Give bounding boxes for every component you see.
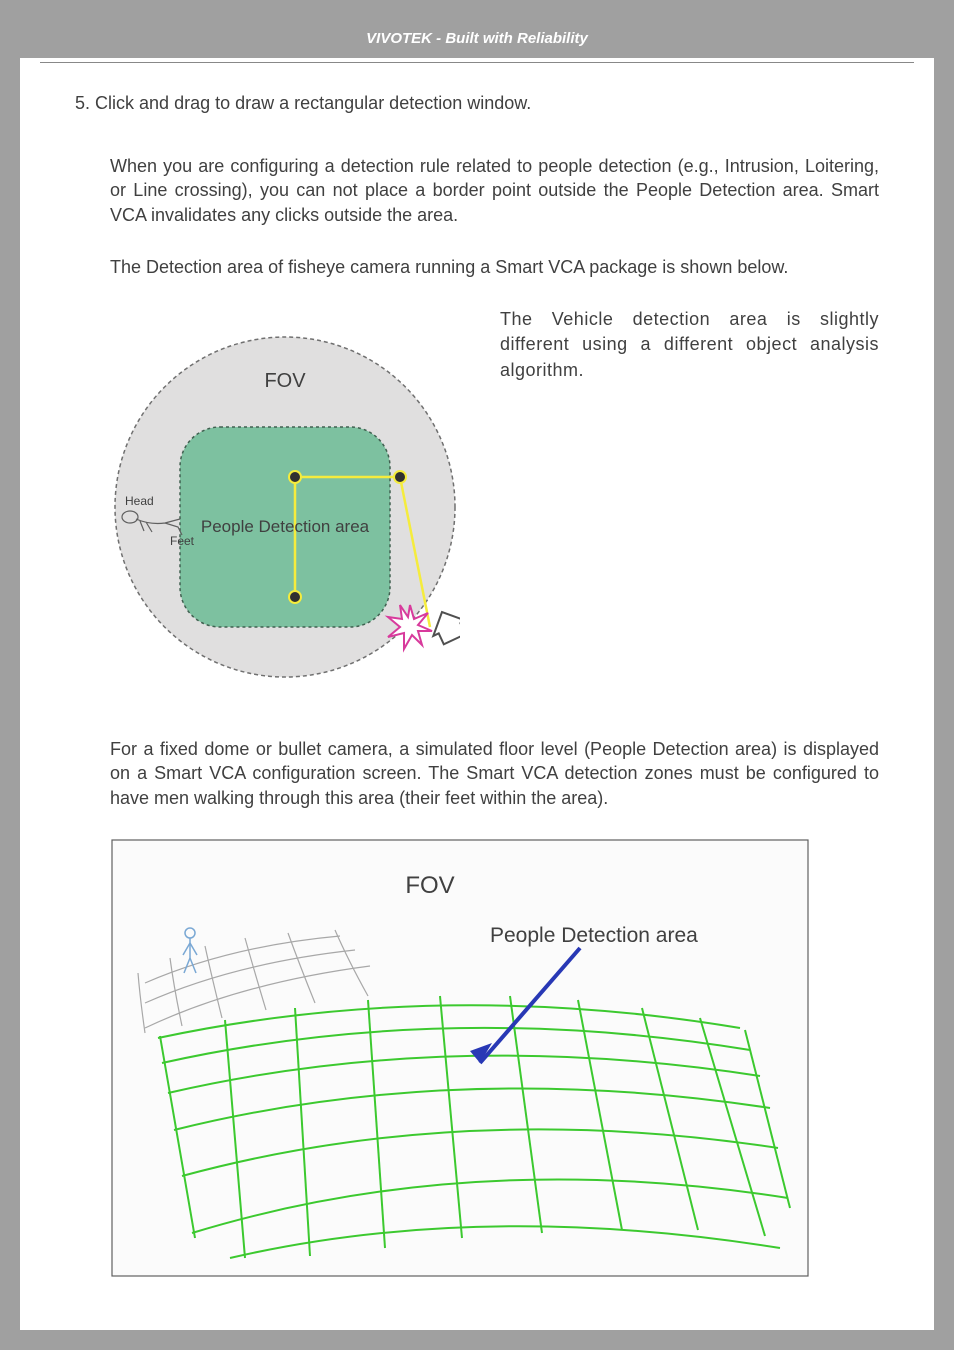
fov-label-2: FOV [405, 872, 454, 899]
content-area: 5. Click and drag to draw a rectangular … [20, 93, 934, 1278]
paragraph-3: For a fixed dome or bullet camera, a sim… [110, 737, 879, 810]
header-bar: VIVOTEK - Built with Reliability [20, 20, 934, 58]
header-divider [40, 62, 914, 63]
diagram2-container: FOV People Detection area [110, 838, 879, 1278]
diagram1-row: FOV Head Feet People Detection area The … [110, 307, 879, 707]
footer-page-number: User's Manual - 121 [750, 1295, 884, 1312]
paragraph-2: The Detection area of fisheye camera run… [110, 255, 879, 279]
diagram1-container: FOV Head Feet People Detection area [110, 307, 460, 707]
people-detection-label-2: People Detection area [490, 924, 698, 947]
document-page: VIVOTEK - Built with Reliability 5. Clic… [20, 20, 934, 1330]
corner-point-tl [289, 471, 301, 483]
head-label: Head [125, 494, 154, 508]
step-text: Click and drag to draw a rectangular det… [95, 93, 531, 113]
paragraph-1: When you are configuring a detection rul… [110, 154, 879, 227]
fisheye-diagram: FOV Head Feet People Detection area [110, 307, 460, 707]
people-detection-label: People Detection area [201, 517, 370, 536]
corner-point-bl [289, 591, 301, 603]
step-number: 5. [75, 93, 90, 113]
header-brand: VIVOTEK - Built with Reliability [366, 30, 588, 47]
fov-label: FOV [264, 370, 306, 392]
step-line: 5. Click and drag to draw a rectangular … [75, 93, 879, 114]
corner-point-tr [394, 471, 406, 483]
feet-label: Feet [170, 534, 195, 548]
side-paragraph: The Vehicle detection area is slightly d… [500, 307, 879, 707]
floor-grid-diagram: FOV People Detection area [110, 838, 810, 1278]
